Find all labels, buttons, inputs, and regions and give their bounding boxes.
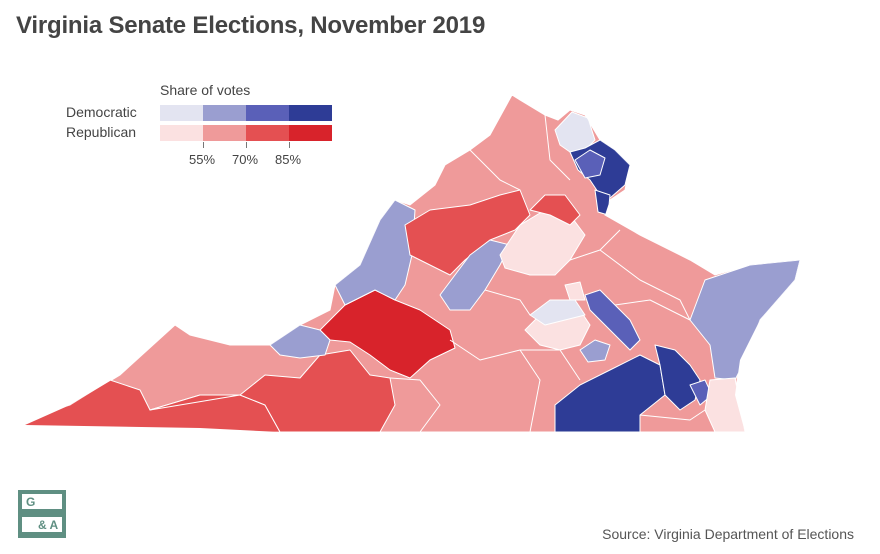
district-peninsula-blue [654, 344, 701, 411]
legend-tick-label-70: 70% [232, 152, 259, 167]
dem-swatch-2 [203, 105, 246, 121]
logo-bottom-band [22, 517, 62, 532]
district-line-7 [544, 114, 571, 181]
district-line-8 [614, 299, 691, 321]
dem-swatch-1 [160, 105, 203, 121]
dem-swatch-4 [289, 105, 332, 121]
legend-tick-label-85: 85% [275, 152, 302, 167]
legend-ticks [160, 142, 332, 148]
legend-tick-55 [203, 142, 204, 148]
legend-democratic-label: Democratic [66, 104, 137, 120]
legend-republican-label: Republican [66, 124, 137, 140]
logo-text-bottom: & A [38, 518, 59, 532]
rep-swatch-3 [246, 125, 289, 141]
district-richmond-blue [584, 289, 641, 351]
district-north-light [499, 209, 586, 276]
district-blue-west [269, 324, 331, 359]
district-richmond-lightblue [529, 299, 586, 326]
district-sw-mid [149, 349, 396, 432]
dem-swatch-3 [246, 105, 289, 121]
logo-text-top: G [26, 495, 35, 509]
district-nova-mid [574, 149, 606, 179]
district-line-4 [599, 249, 691, 321]
district-line-10 [484, 289, 531, 316]
district-line-5 [569, 229, 621, 261]
district-line-2 [389, 377, 441, 432]
page-title: Virginia Senate Elections, November 2019 [16, 12, 486, 39]
district-southside-blue [554, 354, 666, 432]
logo-top-band [22, 494, 62, 509]
district-line-6 [469, 149, 521, 191]
legend-tick-85 [289, 142, 290, 148]
legend-title: Share of votes [160, 82, 251, 98]
rep-swatch-4 [289, 125, 332, 141]
legend-tick-70 [246, 142, 247, 148]
legend-democratic-swatches [160, 105, 332, 121]
rep-swatch-1 [160, 125, 203, 141]
rep-swatch-2 [203, 125, 246, 141]
ga-logo-icon: G & A [18, 490, 66, 538]
legend-republican-swatches [160, 125, 332, 141]
district-line-3 [520, 349, 581, 381]
district-richmond-south-blue [579, 339, 611, 363]
district-eastern-shore [689, 259, 800, 381]
virginia-senate-map [24, 94, 801, 433]
source-note: Source: Virginia Department of Elections [602, 526, 854, 542]
district-west-red [404, 189, 531, 276]
district-line-9 [639, 409, 706, 421]
district-richmond-north-light [564, 281, 586, 301]
district-north-red [529, 194, 581, 226]
legend-tick-label-55: 55% [189, 152, 216, 167]
map-legend: Share of votes Democratic Republican 55%… [56, 80, 356, 170]
district-vabeach-light [704, 377, 746, 432]
